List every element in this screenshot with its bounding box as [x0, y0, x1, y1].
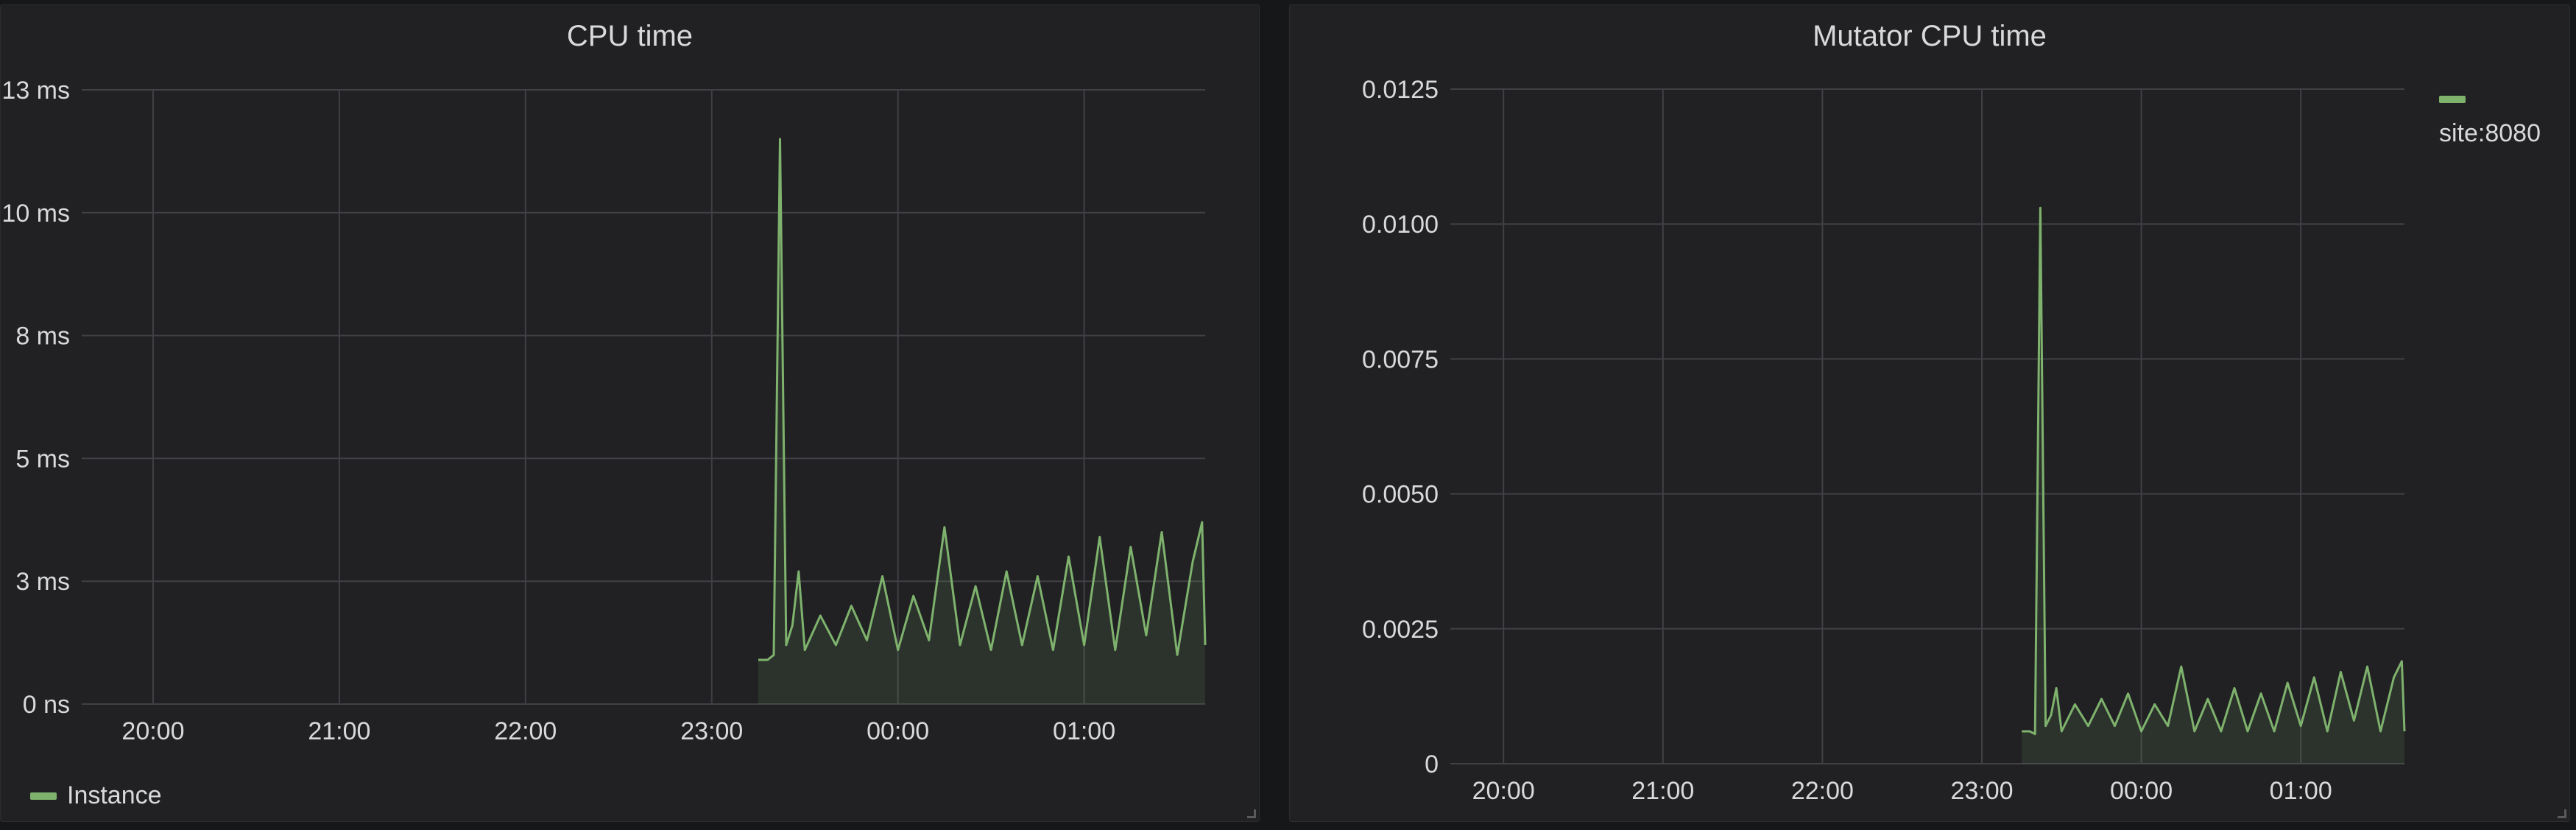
x-tick-label: 20:00	[121, 717, 184, 745]
panel-title[interactable]: CPU time	[566, 20, 694, 52]
y-tick-label: 0.0100	[1362, 211, 1439, 239]
y-tick-label: 0 ns	[23, 691, 70, 719]
y-tick-label: 0.0050	[1362, 481, 1439, 509]
x-tick-label: 22:00	[494, 717, 557, 745]
x-tick-label: 22:00	[1791, 777, 1854, 805]
legend-swatch-icon	[30, 792, 57, 800]
legend-swatch-icon	[2439, 96, 2466, 103]
x-tick-label: 00:00	[867, 717, 929, 745]
panel-title[interactable]: Mutator CPU time	[1813, 20, 2047, 52]
x-tick-label: 00:00	[2110, 777, 2173, 805]
x-tick-label: 23:00	[680, 717, 743, 745]
resize-handle-icon[interactable]	[2558, 809, 2566, 818]
x-tick-label: 01:00	[2270, 777, 2332, 805]
y-tick-label: 8 ms	[15, 323, 70, 351]
legend-label[interactable]: Instance	[67, 781, 162, 809]
cpu-time-panel: CPU time 0 ns 3 ms 5 ms 8 ms 10 ms 13 ms 20:00…	[0, 4, 1260, 822]
y-tick-label: 0.0025	[1362, 616, 1439, 644]
y-tick-label: 0.0125	[1362, 76, 1439, 104]
x-tick-label: 23:00	[1950, 777, 2013, 805]
y-tick-label: 5 ms	[15, 445, 70, 473]
x-tick-label: 01:00	[1053, 717, 1115, 745]
mutator-cpu-time-panel: Mutator CPU time 0 0.0025 0.0050 0.0075 0.01…	[1289, 4, 2570, 822]
y-tick-label: 3 ms	[15, 568, 70, 596]
series-area	[758, 138, 1205, 704]
x-tick-label: 20:00	[1472, 777, 1535, 805]
y-tick-label: 13 ms	[1, 77, 70, 105]
legend-label[interactable]: site:8080	[2439, 119, 2541, 147]
y-tick-label: 10 ms	[1, 200, 70, 228]
legend[interactable]: site:8080	[2439, 96, 2541, 148]
legend[interactable]: Instance	[30, 781, 162, 810]
x-tick-label: 21:00	[1631, 777, 1694, 805]
x-tick-label: 21:00	[308, 717, 370, 745]
y-tick-label: 0.0075	[1362, 345, 1439, 373]
series-area	[2022, 208, 2404, 764]
mutator-cpu-time-chart[interactable]: 0 0.0025 0.0050 0.0075 0.0100 0.0125 20:00 21:0…	[1290, 5, 2571, 823]
y-tick-label: 0	[1425, 750, 1439, 778]
cpu-time-chart[interactable]: 0 ns 3 ms 5 ms 8 ms 10 ms 13 ms 20:00 21:00 22:0…	[1, 5, 1260, 823]
series-line[interactable]	[2022, 206, 2406, 736]
resize-handle-icon[interactable]	[1247, 809, 1256, 818]
